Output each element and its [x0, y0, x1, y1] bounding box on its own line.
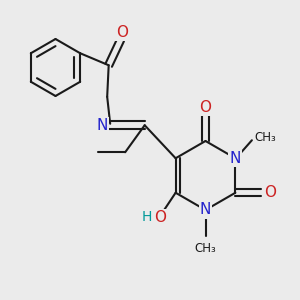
Text: N: N	[230, 151, 241, 166]
Text: O: O	[154, 210, 166, 225]
Text: CH₃: CH₃	[254, 131, 276, 144]
Text: O: O	[264, 185, 276, 200]
Text: N: N	[200, 202, 211, 217]
Text: O: O	[116, 25, 128, 40]
Text: CH₃: CH₃	[195, 242, 216, 255]
Text: O: O	[200, 100, 211, 115]
Text: H: H	[142, 210, 152, 224]
Text: N: N	[96, 118, 107, 133]
